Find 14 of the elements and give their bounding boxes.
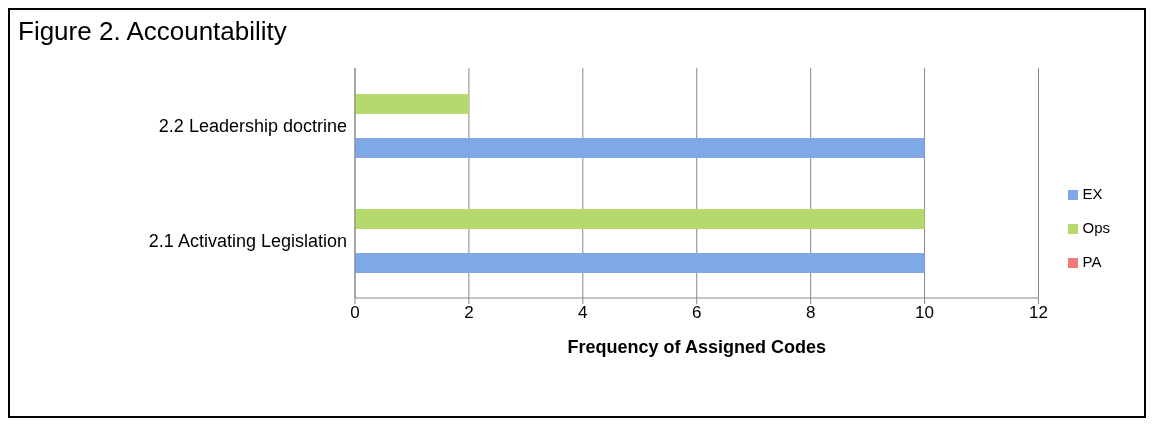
y-tick-label: 2.2 Leadership doctrine: [158, 115, 347, 136]
x-tick-label: 12: [1029, 303, 1048, 323]
x-tick-label: 10: [915, 303, 935, 323]
legend-label: EX: [1082, 185, 1103, 202]
y-tick-label: 2.1 Activating Legislation: [148, 230, 347, 251]
x-axis-title: Frequency of Assigned Codes: [567, 337, 826, 357]
x-tick-label: 0: [350, 303, 360, 323]
x-tick-label: 2: [464, 303, 474, 323]
x-tick-label: 6: [692, 303, 702, 323]
x-tick-label: 8: [805, 303, 816, 323]
legend-label: PA: [1082, 253, 1102, 270]
chart-title: Figure 2. Accountability: [18, 16, 287, 47]
x-tick-label: 4: [578, 303, 588, 323]
legend-label: Ops: [1082, 219, 1110, 236]
